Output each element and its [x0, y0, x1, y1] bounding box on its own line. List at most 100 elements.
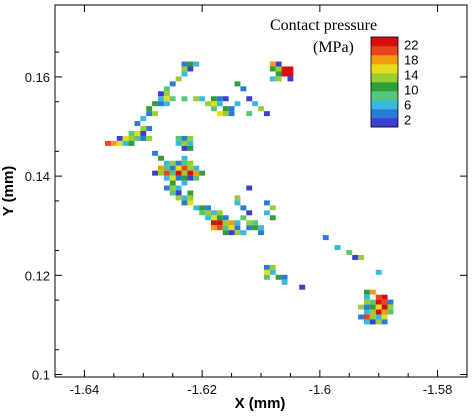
- heatmap-cell: [169, 190, 176, 196]
- heatmap-cell: [281, 279, 288, 285]
- heatmap-cell: [128, 130, 135, 136]
- heatmap-cell: [375, 309, 382, 315]
- heatmap-cell: [187, 140, 194, 146]
- x-axis-title: X (mm): [235, 395, 286, 412]
- heatmap-cell: [175, 165, 182, 171]
- heatmap-cell: [269, 61, 276, 67]
- heatmap-cell: [181, 145, 188, 151]
- heatmap-cell: [246, 225, 253, 231]
- heatmap-cell: [128, 140, 135, 146]
- heatmap-cell: [281, 66, 288, 72]
- heatmap-cell: [169, 180, 176, 186]
- heatmap-cells: [105, 61, 394, 325]
- heatmap-cell: [216, 215, 223, 221]
- heatmap-cell: [258, 225, 264, 231]
- heatmap-cell: [269, 215, 276, 221]
- heatmap-cell: [193, 96, 200, 102]
- heatmap-cell: [169, 170, 176, 176]
- heatmap-cell: [210, 96, 217, 102]
- heatmap-cell: [187, 165, 194, 171]
- heatmap-cell: [181, 140, 188, 146]
- heatmap-cell: [187, 66, 194, 72]
- heatmap-cell: [187, 61, 194, 67]
- heatmap-cell: [364, 294, 370, 300]
- colorbar-tick-label: 2: [404, 113, 411, 128]
- heatmap-cell: [158, 101, 164, 107]
- heatmap-cell: [175, 195, 182, 201]
- heatmap-cell: [122, 135, 129, 141]
- heatmap-cell: [175, 135, 182, 141]
- colorbar-title-line2: (MPa): [313, 39, 354, 56]
- colorbar-band: [371, 73, 398, 83]
- heatmap-cell: [387, 309, 394, 315]
- heatmap-cell: [210, 101, 217, 107]
- heatmap-cell: [258, 106, 264, 112]
- heatmap-cell: [364, 299, 370, 305]
- y-tick-label: 0.1: [32, 368, 50, 383]
- heatmap-cell: [128, 135, 135, 141]
- heatmap-cell: [181, 200, 188, 206]
- heatmap-cell: [210, 210, 217, 216]
- y-tick-label: 0.14: [25, 169, 50, 184]
- heatmap-cell: [187, 175, 194, 181]
- heatmap-cell: [222, 106, 229, 112]
- heatmap-cell: [358, 304, 364, 310]
- heatmap-cell: [263, 269, 270, 275]
- heatmap-cell: [228, 220, 235, 226]
- heatmap-cell: [381, 319, 388, 325]
- heatmap-cell: [369, 319, 376, 325]
- heatmap-cell: [364, 314, 370, 320]
- heatmap-cell: [369, 299, 376, 305]
- heatmap-cell: [175, 76, 182, 82]
- heatmap-cell: [152, 111, 158, 117]
- heatmap-cell: [181, 195, 188, 201]
- colorbar-frame: [370, 36, 399, 128]
- heatmap-cell: [140, 130, 147, 136]
- heatmap-cell: [234, 200, 241, 206]
- heatmap-cell: [116, 140, 123, 146]
- heatmap-cell: [199, 96, 206, 102]
- heatmap-cell: [346, 250, 353, 255]
- heatmap-cell: [193, 170, 200, 176]
- heatmap-cell: [263, 111, 270, 117]
- heatmap-cell: [222, 215, 229, 221]
- heatmap-cell: [181, 175, 188, 181]
- heatmap-cell: [263, 274, 270, 280]
- heatmap-cell: [387, 299, 394, 305]
- heatmap-cell: [199, 170, 206, 176]
- heatmap-cell: [222, 220, 229, 226]
- heatmap-cell: [146, 126, 153, 131]
- heatmap-cell: [163, 101, 170, 107]
- heatmap-cell: [140, 116, 147, 122]
- heatmap-cell: [287, 66, 294, 72]
- heatmap-cell: [169, 185, 176, 191]
- colorbar-tick-label: 14: [404, 68, 418, 83]
- heatmap-cell: [175, 190, 182, 196]
- heatmap-cell: [246, 220, 253, 226]
- x-tick-label: -1.62: [187, 382, 217, 397]
- heatmap-cell: [181, 165, 188, 171]
- heatmap-cell: [240, 86, 247, 92]
- heatmap-cell: [352, 254, 359, 260]
- heatmap-cell: [216, 210, 223, 216]
- heatmap-cell: [263, 264, 270, 270]
- heatmap-cell: [269, 264, 276, 270]
- heatmap-cell: [146, 111, 153, 117]
- heatmap-cell: [375, 319, 382, 325]
- heatmap-cell: [228, 230, 235, 236]
- heatmap-cell: [216, 111, 223, 117]
- heatmap-cell: [381, 309, 388, 315]
- heatmap-cell: [181, 61, 188, 67]
- heatmap-cell: [246, 111, 253, 117]
- heatmap-cell: [234, 81, 241, 87]
- heatmap-cell: [369, 314, 376, 320]
- heatmap-cell: [163, 160, 170, 166]
- colorbar-band: [371, 46, 398, 56]
- heatmap-cell: [281, 274, 288, 280]
- heatmap-cell: [146, 106, 153, 112]
- heatmap-cell: [263, 210, 270, 216]
- heatmap-cell: [369, 304, 376, 310]
